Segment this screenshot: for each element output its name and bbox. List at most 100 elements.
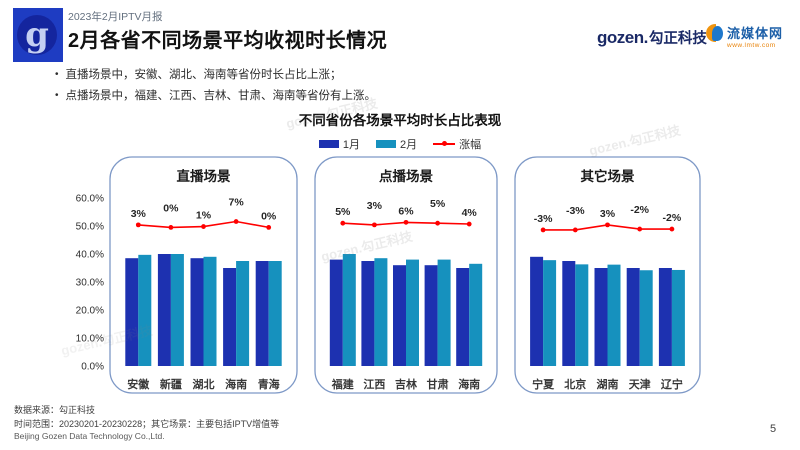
x-category-label: 天津	[629, 377, 651, 391]
growth-dot	[372, 222, 377, 228]
growth-label: 3%	[131, 208, 147, 220]
growth-dot	[572, 227, 578, 233]
growth-label: 4%	[462, 207, 478, 219]
bullet-dot: •	[55, 68, 59, 80]
bar-feb	[543, 260, 557, 366]
gozen-wordmark-en: gozen.	[597, 27, 648, 47]
growth-label: 0%	[163, 202, 179, 214]
bar-feb	[437, 259, 451, 366]
lmtw-logo-icon	[706, 24, 724, 42]
bullet-text: 点播场景中，福建、江西、吉林、甘肃、海南等省份有上涨。	[65, 90, 377, 102]
bar-jan	[658, 268, 672, 366]
bar-jan	[157, 254, 171, 366]
x-category-label: 安徽	[127, 377, 150, 391]
data-source-note: 数据来源：勾正科技	[14, 405, 96, 415]
growth-dot	[340, 220, 346, 226]
growth-dot	[669, 226, 675, 232]
growth-dot	[637, 226, 643, 232]
gozen-logo-circle: g	[17, 15, 57, 55]
x-category-label: 湖南	[597, 377, 619, 391]
bar-feb	[342, 254, 356, 366]
bar-jan	[456, 268, 470, 366]
bar-feb	[575, 264, 589, 366]
growth-dot	[168, 225, 174, 230]
bullet-text: 直播场景中，安徽、湖北、海南等省份时长占比上涨；	[65, 69, 342, 81]
x-category-label: 江西	[363, 377, 385, 391]
growth-label: -3%	[566, 205, 585, 217]
chart-title: 不同省份各场景平均时长占比表现	[298, 113, 502, 128]
feb-swatch-icon	[376, 140, 396, 148]
growth-dot	[605, 222, 610, 228]
bar-jan	[562, 261, 576, 366]
growth-dot	[266, 225, 272, 230]
bar-feb	[170, 254, 184, 366]
page-title: 2月各省不同场景平均收视时长情况	[68, 30, 388, 52]
bar-jan	[393, 265, 406, 366]
bar-jan	[125, 258, 139, 366]
bar-feb	[607, 264, 621, 366]
date-range-note: 时间范围：20230201-20230228；其它场景：主要包括IPTV增值等	[14, 419, 280, 429]
lmtw-logo: 流媒体网 www.lmtw.com	[706, 23, 783, 49]
lmtw-icon-orange	[706, 24, 716, 42]
x-category-label: 青海	[258, 377, 280, 391]
growth-dot	[466, 221, 472, 227]
y-tick-label: 40.0%	[76, 250, 104, 261]
legend-item-growth: 涨幅	[433, 136, 481, 152]
growth-label: 0%	[261, 210, 277, 222]
growth-label: 5%	[335, 206, 351, 218]
bar-feb	[406, 259, 419, 366]
growth-label: 3%	[600, 208, 616, 220]
lmtw-icon-blue	[712, 26, 723, 41]
lmtw-logo-url: www.lmtw.com	[727, 42, 776, 49]
chart-area: 60.0% 50.0% 40.0% 30.0% 20.0% 10.0% 0.0% 直播场景 3%…	[55, 150, 745, 400]
growth-label: 1%	[196, 210, 212, 222]
bullet-dot: •	[55, 89, 59, 101]
y-tick-label: 10.0%	[76, 334, 104, 345]
y-tick-label: 50.0%	[76, 222, 104, 233]
bar-jan	[626, 268, 640, 366]
growth-line-icon	[433, 141, 456, 146]
gozen-logo-mark: g	[13, 8, 63, 62]
legend-item-feb: 2月	[376, 136, 417, 152]
bar-jan	[361, 261, 375, 366]
report-label: 2023年2月IPTV月报	[68, 11, 163, 23]
x-category-label: 湖北	[193, 377, 215, 391]
x-category-label: 北京	[564, 377, 586, 391]
bar-feb	[639, 270, 653, 366]
panel-border	[514, 156, 701, 394]
bar-jan	[223, 268, 237, 366]
panel-title: 直播场景	[177, 168, 231, 184]
lmtw-logo-name: 流媒体网	[727, 26, 784, 41]
growth-dot	[201, 224, 206, 229]
x-category-label: 吉林	[395, 377, 417, 391]
panel-border	[109, 156, 298, 394]
chart-legend: 1月 2月 涨幅	[0, 136, 800, 152]
bar-jan	[424, 265, 438, 366]
bar-jan	[329, 259, 343, 366]
x-category-label: 新疆	[160, 377, 182, 391]
gozen-logo-letter: g	[25, 15, 49, 55]
x-category-label: 福建	[331, 377, 355, 391]
bar-jan	[255, 261, 269, 366]
growth-label: 6%	[398, 205, 414, 217]
y-tick-label: 60.0%	[76, 194, 104, 205]
bar-feb	[138, 254, 152, 366]
x-category-label: 海南	[458, 377, 480, 391]
bar-feb	[469, 263, 483, 366]
growth-dot	[403, 219, 409, 225]
gozen-wordmark: gozen. 勾正科技	[597, 27, 707, 48]
bar-jan	[190, 258, 204, 366]
x-category-label: 辽宁	[661, 377, 683, 391]
growth-label: -2%	[630, 204, 649, 216]
gozen-wordmark-cn: 勾正科技	[648, 31, 707, 47]
growth-label: -2%	[663, 212, 682, 224]
bar-jan	[530, 256, 544, 366]
bar-feb	[268, 261, 282, 366]
bullet-vod-scene: • 点播场景中，福建、江西、吉林、甘肃、海南等省份有上涨。	[55, 87, 376, 103]
growth-label: 3%	[367, 200, 383, 212]
page-number: 5	[770, 423, 777, 435]
jan-swatch-icon	[318, 140, 339, 148]
bar-jan	[594, 268, 608, 366]
legend-item-jan: 1月	[318, 136, 360, 152]
y-tick-label: 20.0%	[76, 306, 104, 317]
